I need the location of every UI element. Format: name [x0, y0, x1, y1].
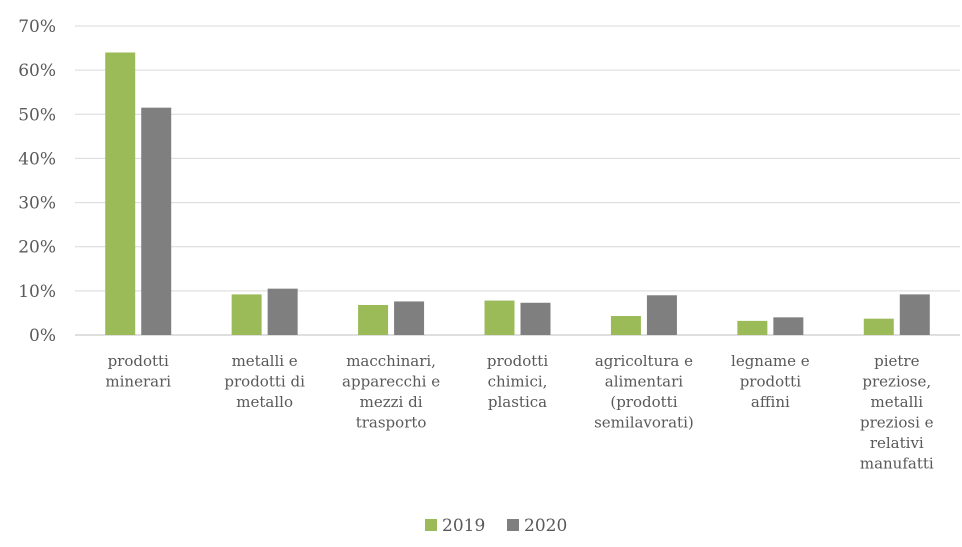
- category-label: macchinari,: [346, 352, 436, 370]
- category-label: chimici,: [488, 373, 548, 391]
- legend-swatch-2020: [507, 519, 519, 531]
- bar-2019-6: [863, 318, 894, 335]
- category-label: prodotti: [108, 352, 169, 370]
- bar-2019-1: [231, 294, 262, 335]
- category-label: metalli e: [232, 352, 298, 370]
- category-label: metallo: [236, 393, 293, 411]
- bar-2019-4: [610, 316, 641, 335]
- bar-2020-4: [646, 295, 677, 335]
- category-label: plastica: [488, 393, 547, 411]
- y-tick-label: 20%: [18, 238, 56, 258]
- y-tick-label: 40%: [18, 149, 56, 169]
- category-label: alimentari: [605, 373, 683, 391]
- legend-label: 2019: [442, 516, 485, 536]
- category-label: preziosi e: [860, 414, 934, 432]
- bar-2019-0: [105, 52, 136, 335]
- category-label: trasporto: [356, 414, 427, 432]
- legend-label: 2020: [524, 516, 567, 536]
- y-tick-label: 70%: [18, 17, 56, 37]
- bar-2020-0: [141, 107, 172, 336]
- category-label: preziose,: [862, 373, 931, 391]
- category-label: apparecchi e: [342, 373, 440, 391]
- bar-2020-5: [773, 317, 804, 335]
- bar-2020-2: [394, 301, 425, 335]
- bar-2020-1: [267, 288, 298, 335]
- bar-2019-3: [484, 300, 515, 335]
- y-tick-label: 30%: [18, 194, 56, 214]
- y-tick-label: 10%: [18, 282, 56, 302]
- category-label: legname e: [731, 352, 810, 370]
- category-label: semilavorati): [594, 414, 694, 432]
- y-tick-label: 50%: [18, 105, 56, 125]
- category-label: pietre: [874, 352, 919, 370]
- category-label: prodotti di: [224, 373, 305, 391]
- category-label: metalli: [871, 393, 924, 411]
- category-label: relativi: [870, 434, 924, 452]
- bar-2019-2: [358, 304, 389, 335]
- bar-2020-3: [520, 302, 551, 335]
- category-label: agricoltura e: [595, 352, 693, 370]
- category-label: minerari: [105, 373, 171, 391]
- category-label: prodotti: [740, 373, 801, 391]
- category-label: (prodotti: [610, 393, 677, 411]
- y-tick-label: 0%: [29, 326, 56, 346]
- y-tick-label: 60%: [18, 61, 56, 81]
- legend-swatch-2019: [425, 519, 437, 531]
- category-label: prodotti: [487, 352, 548, 370]
- bar-2020-6: [899, 294, 930, 335]
- bar-2019-5: [737, 320, 768, 335]
- category-label: manufatti: [860, 455, 934, 473]
- category-label: mezzi di: [360, 393, 423, 411]
- category-label: affini: [751, 393, 790, 411]
